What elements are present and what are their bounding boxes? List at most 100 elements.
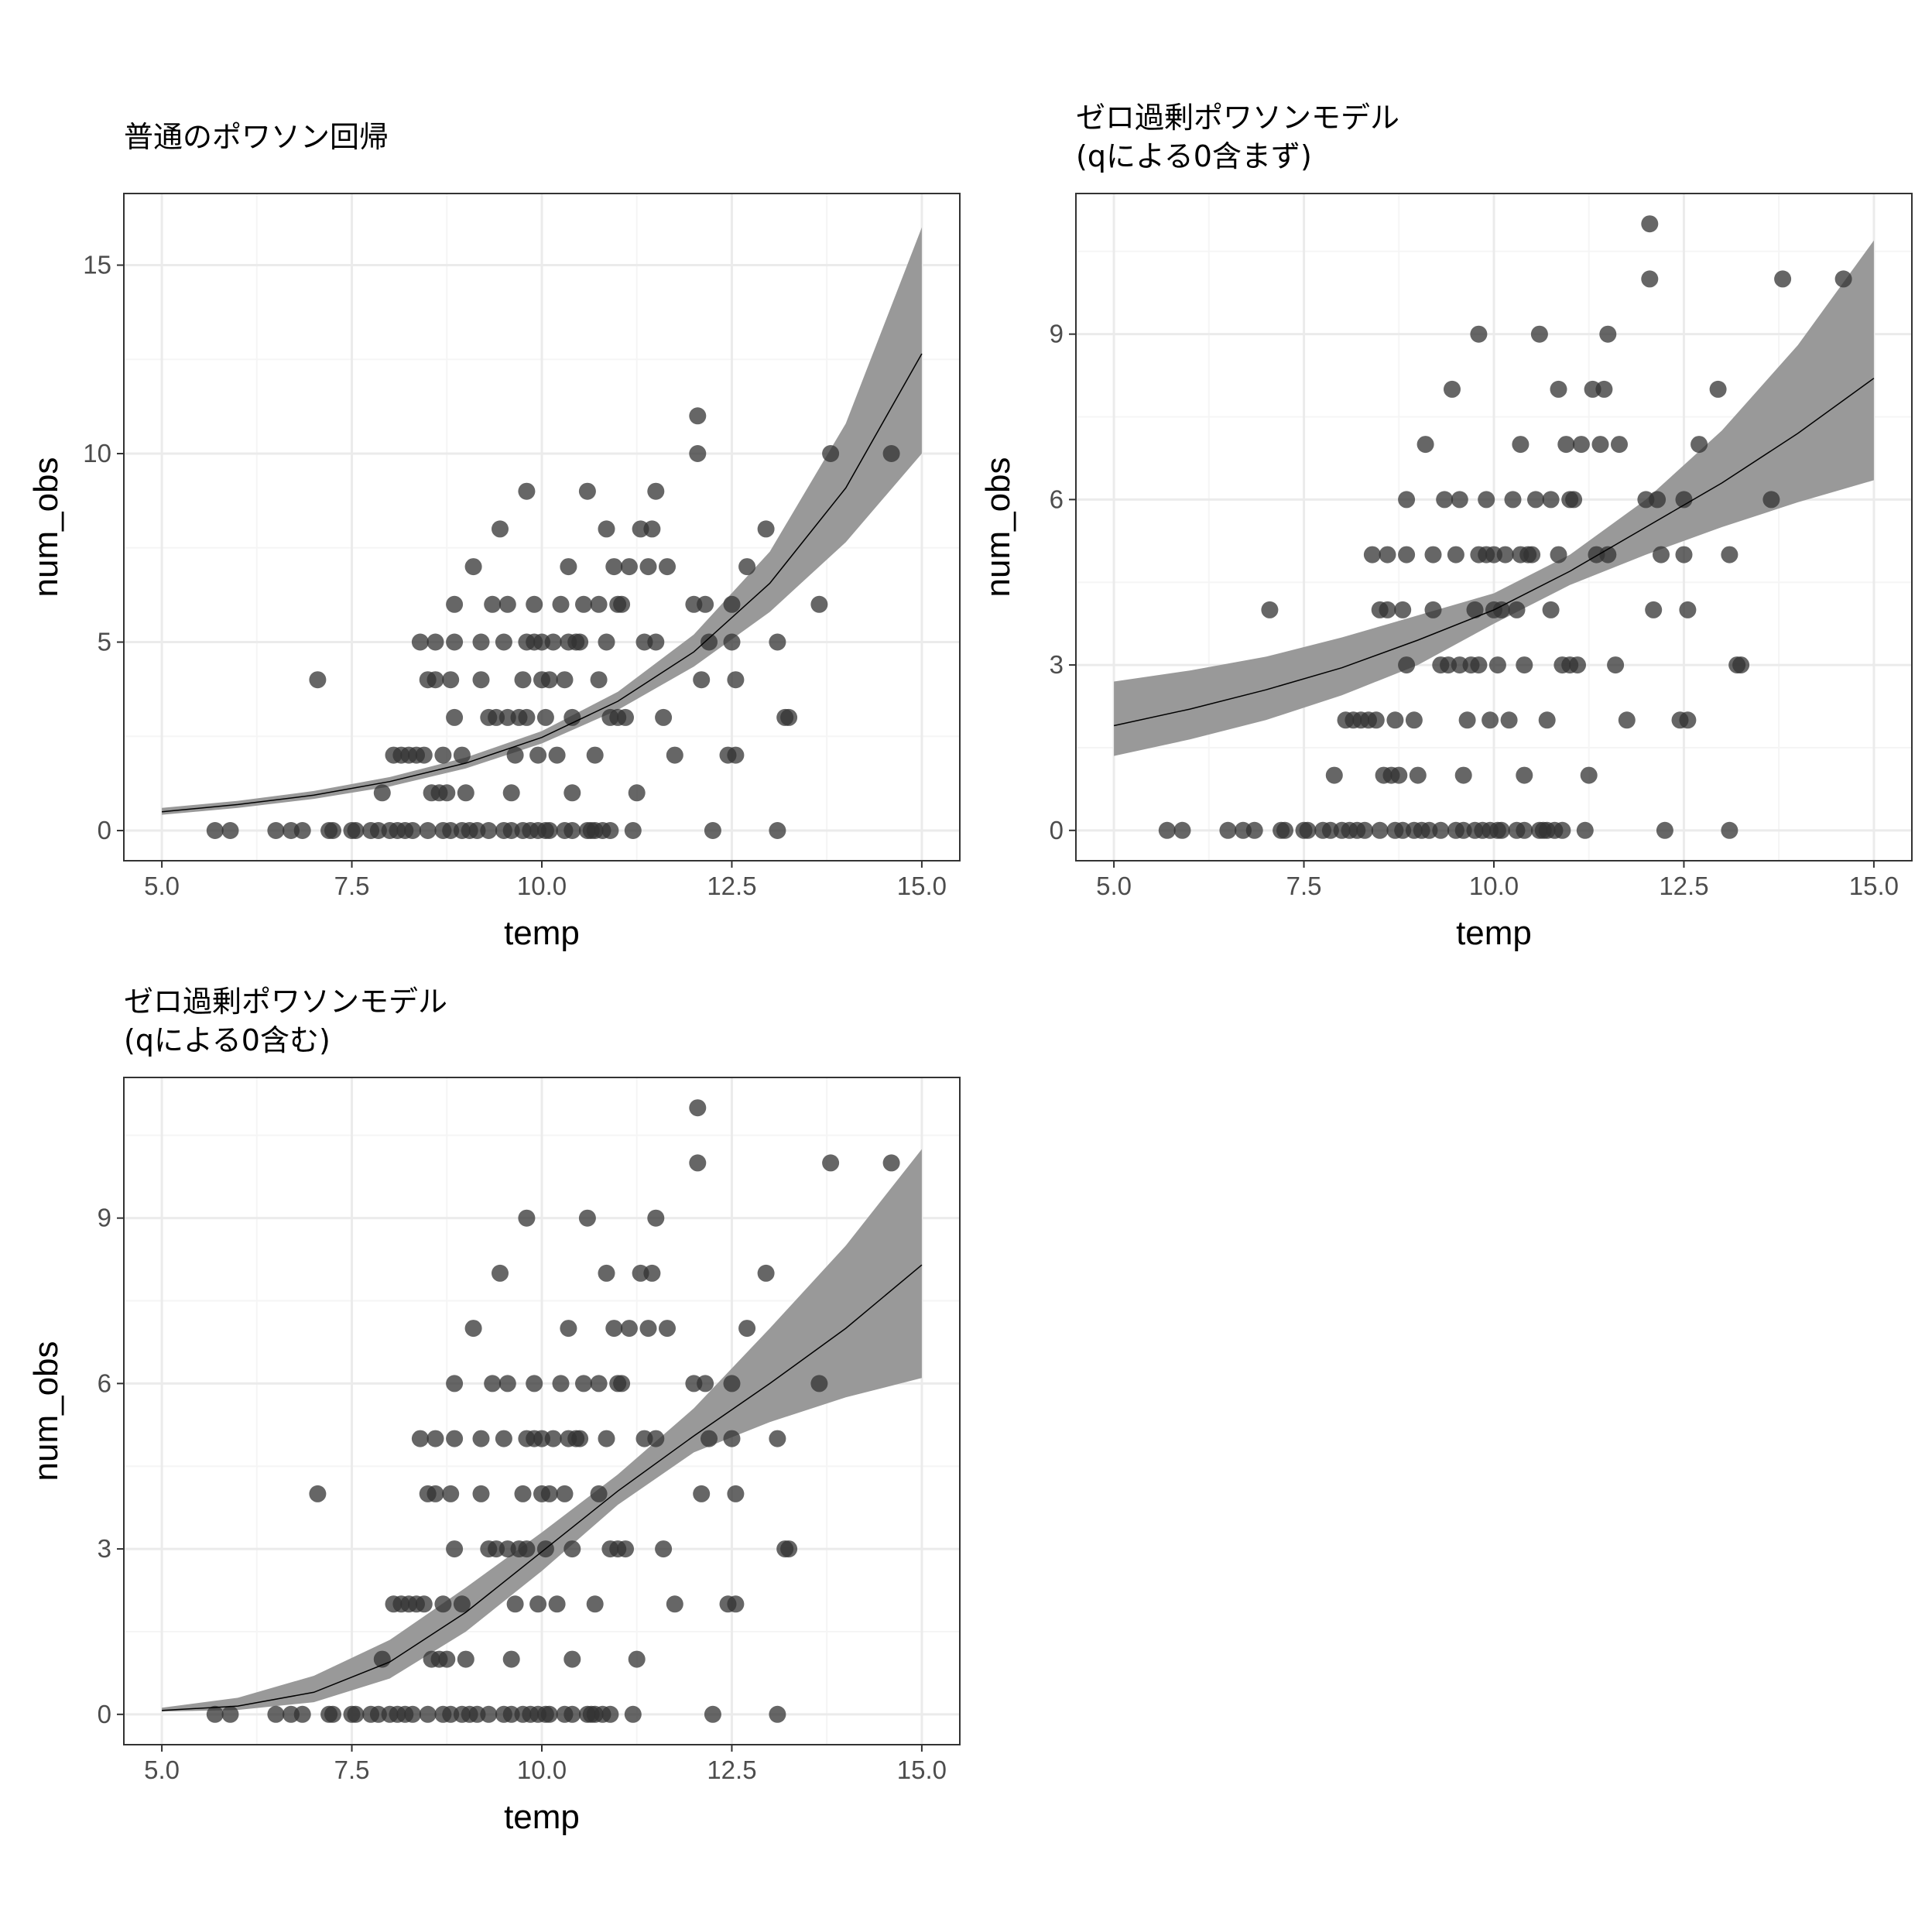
data-point <box>484 1375 502 1392</box>
y-axis-label: num_obs <box>979 457 1017 597</box>
data-point <box>624 1705 642 1723</box>
data-point <box>1709 380 1727 398</box>
data-point <box>575 595 592 613</box>
data-point <box>620 558 638 576</box>
data-point <box>689 1099 707 1117</box>
data-point <box>571 1430 589 1447</box>
data-point <box>453 1595 471 1613</box>
data-point <box>457 1650 474 1668</box>
data-point <box>704 822 721 839</box>
data-point <box>446 595 464 613</box>
data-point <box>1675 546 1693 564</box>
data-point <box>613 595 631 613</box>
data-point <box>1398 491 1416 509</box>
data-point <box>598 633 615 651</box>
data-point <box>1653 546 1670 564</box>
data-point <box>564 1540 581 1558</box>
data-point <box>1409 766 1427 784</box>
data-point <box>206 1705 224 1723</box>
data-point <box>1367 711 1385 729</box>
data-point <box>666 746 683 764</box>
data-point <box>472 671 490 689</box>
data-point <box>502 784 520 802</box>
data-point <box>605 1320 623 1338</box>
data-point <box>697 595 714 613</box>
data-point <box>647 482 665 500</box>
data-point <box>643 1264 661 1282</box>
data-point <box>655 1540 673 1558</box>
data-point <box>506 746 524 764</box>
data-point <box>590 1485 608 1502</box>
data-point <box>411 1430 429 1447</box>
data-point <box>498 1375 516 1392</box>
data-point <box>1394 601 1412 618</box>
data-point <box>540 1485 558 1502</box>
data-point <box>518 708 536 726</box>
data-point <box>453 746 471 764</box>
data-point <box>727 1595 745 1613</box>
data-point <box>495 633 512 651</box>
data-point <box>1595 380 1613 398</box>
y-tick-label: 10 <box>83 439 111 468</box>
chart-panel-1: 5.0 7.5 10.0 12.5 15.0 0 5 10 15 temp num_obs 普通のポワ… <box>27 120 961 952</box>
data-point <box>727 671 745 689</box>
data-point <box>457 784 474 802</box>
data-point <box>727 746 745 764</box>
data-point <box>536 708 554 726</box>
data-point <box>1454 766 1472 784</box>
data-point <box>590 595 608 613</box>
data-point <box>514 1485 532 1502</box>
data-point <box>442 1485 460 1502</box>
data-point <box>738 558 756 576</box>
data-point <box>701 1430 718 1447</box>
chart-title: (qによる0含む) <box>124 1023 331 1057</box>
data-point <box>1516 821 1533 839</box>
data-point <box>502 1650 520 1668</box>
data-point <box>1500 711 1518 729</box>
data-point <box>1482 711 1499 729</box>
data-point <box>1444 380 1461 398</box>
data-point <box>1553 821 1571 839</box>
data-point <box>601 822 619 839</box>
data-point <box>647 1430 665 1447</box>
data-point <box>1405 711 1423 729</box>
data-point <box>628 1650 646 1668</box>
data-point <box>1565 491 1583 509</box>
data-point <box>1834 270 1852 288</box>
x-tick-label: 12.5 <box>707 1756 756 1784</box>
data-point <box>544 1430 562 1447</box>
data-point <box>639 1320 657 1338</box>
data-point <box>1679 711 1697 729</box>
x-tick-label: 10.0 <box>1469 872 1519 900</box>
data-point <box>1645 601 1663 618</box>
data-point <box>419 1705 437 1723</box>
data-point <box>442 671 460 689</box>
data-point <box>484 595 502 613</box>
data-point <box>701 633 718 651</box>
data-point <box>1398 546 1416 564</box>
data-point <box>598 520 615 538</box>
data-point <box>347 1705 365 1723</box>
y-tick-label: 5 <box>98 628 111 656</box>
data-point <box>221 822 239 839</box>
data-point <box>578 1209 596 1227</box>
data-point <box>1580 766 1598 784</box>
data-point <box>1599 546 1617 564</box>
data-point <box>309 671 327 689</box>
data-point <box>1158 821 1176 839</box>
data-point <box>590 671 608 689</box>
data-point <box>882 1154 900 1172</box>
data-point <box>1538 711 1556 729</box>
data-point <box>822 445 840 462</box>
y-tick-label: 3 <box>98 1534 111 1563</box>
data-point <box>1458 711 1476 729</box>
data-point <box>769 633 786 651</box>
data-point <box>1557 436 1575 454</box>
data-point <box>1470 656 1488 674</box>
data-point <box>704 1705 721 1723</box>
y-tick-label: 9 <box>1050 320 1064 348</box>
data-point <box>347 822 365 839</box>
data-point <box>689 407 707 425</box>
data-point <box>446 633 464 651</box>
data-point <box>882 445 900 462</box>
